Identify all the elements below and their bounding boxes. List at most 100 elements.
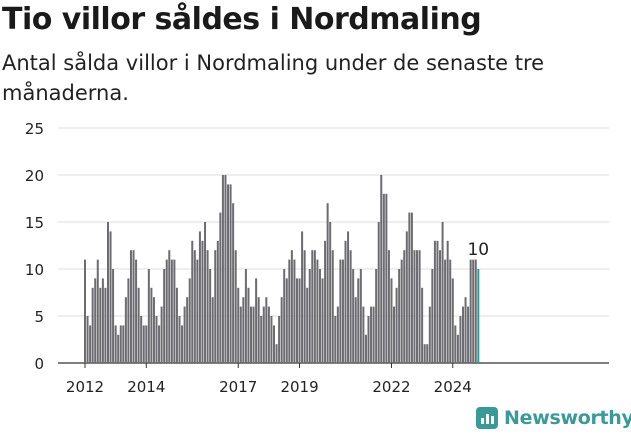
bar — [275, 344, 278, 363]
x-tick-label: 2019 — [280, 378, 318, 396]
bar — [142, 325, 145, 363]
x-tick-label: 2014 — [127, 378, 165, 396]
bar — [140, 316, 143, 363]
bar — [178, 316, 181, 363]
bar — [227, 184, 230, 363]
bar — [403, 250, 406, 363]
bar — [250, 306, 253, 363]
bars — [84, 175, 480, 363]
bar — [344, 240, 347, 363]
bar — [456, 334, 459, 363]
bar — [349, 250, 352, 363]
bar — [416, 250, 419, 363]
bar — [232, 203, 235, 363]
bar — [347, 231, 350, 363]
bar — [472, 259, 475, 363]
bar — [354, 297, 357, 363]
bar — [204, 222, 207, 363]
bar — [122, 325, 125, 363]
bar — [464, 297, 467, 363]
bar-latest — [477, 269, 480, 363]
latest-value-label: 10 — [467, 240, 489, 260]
bar — [377, 222, 380, 363]
logo-chart-icon — [476, 407, 498, 429]
bar — [467, 306, 470, 363]
bar — [405, 231, 408, 363]
bar — [242, 297, 245, 363]
bar — [239, 306, 242, 363]
bar — [301, 231, 304, 363]
bar — [109, 231, 112, 363]
bar — [119, 325, 122, 363]
bar — [244, 269, 247, 363]
bar — [380, 175, 383, 363]
bar — [418, 250, 421, 363]
bar — [362, 306, 365, 363]
bar — [395, 287, 398, 363]
bar — [147, 269, 150, 363]
bar — [331, 250, 334, 363]
bar — [267, 306, 270, 363]
bar — [191, 240, 194, 363]
bar — [444, 259, 447, 363]
bar — [229, 184, 232, 363]
bar — [431, 269, 434, 363]
bar — [283, 269, 286, 363]
bar — [183, 306, 186, 363]
bar — [352, 269, 355, 363]
bar — [336, 306, 339, 363]
bar — [104, 287, 107, 363]
bar — [257, 297, 260, 363]
bar — [461, 306, 464, 363]
bar — [469, 259, 472, 363]
bar — [298, 278, 301, 363]
bar — [112, 269, 115, 363]
bar — [334, 316, 337, 363]
bar — [89, 325, 92, 363]
bar — [247, 287, 250, 363]
bar — [306, 287, 309, 363]
chart-title: Tio villor såldes i Nordmaling — [2, 2, 482, 37]
bar — [426, 344, 429, 363]
bar — [423, 344, 426, 363]
y-tick-label: 25 — [25, 120, 44, 138]
bar — [339, 259, 342, 363]
bar — [124, 297, 127, 363]
annotations: 10 — [467, 240, 489, 260]
bar — [359, 269, 362, 363]
bar — [188, 278, 191, 363]
bar — [152, 297, 155, 363]
bar — [132, 250, 135, 363]
bar — [285, 278, 288, 363]
bar — [441, 222, 444, 363]
bar — [288, 259, 291, 363]
bar — [290, 250, 293, 363]
bar — [459, 316, 462, 363]
bar — [170, 259, 173, 363]
bar — [101, 278, 104, 363]
bar — [181, 325, 184, 363]
bar — [474, 259, 477, 363]
bar — [393, 306, 396, 363]
x-axis: 2012 2014 2017 2019 2022 2024 — [66, 363, 472, 396]
bar — [163, 269, 166, 363]
bar — [193, 250, 196, 363]
bar — [398, 269, 401, 363]
bar — [94, 278, 97, 363]
bar — [293, 259, 296, 363]
bar — [117, 334, 120, 363]
bar — [295, 278, 298, 363]
bar — [86, 316, 89, 363]
bar — [221, 175, 224, 363]
bar — [270, 316, 273, 363]
bar — [367, 316, 370, 363]
bar — [324, 240, 327, 363]
y-axis: 0 5 10 15 20 25 — [25, 120, 44, 373]
bar — [390, 278, 393, 363]
bar — [150, 287, 153, 363]
bar — [413, 250, 416, 363]
y-tick-label: 0 — [34, 355, 44, 373]
bar — [408, 212, 411, 363]
y-tick-label: 5 — [34, 308, 44, 326]
bar — [382, 193, 385, 363]
